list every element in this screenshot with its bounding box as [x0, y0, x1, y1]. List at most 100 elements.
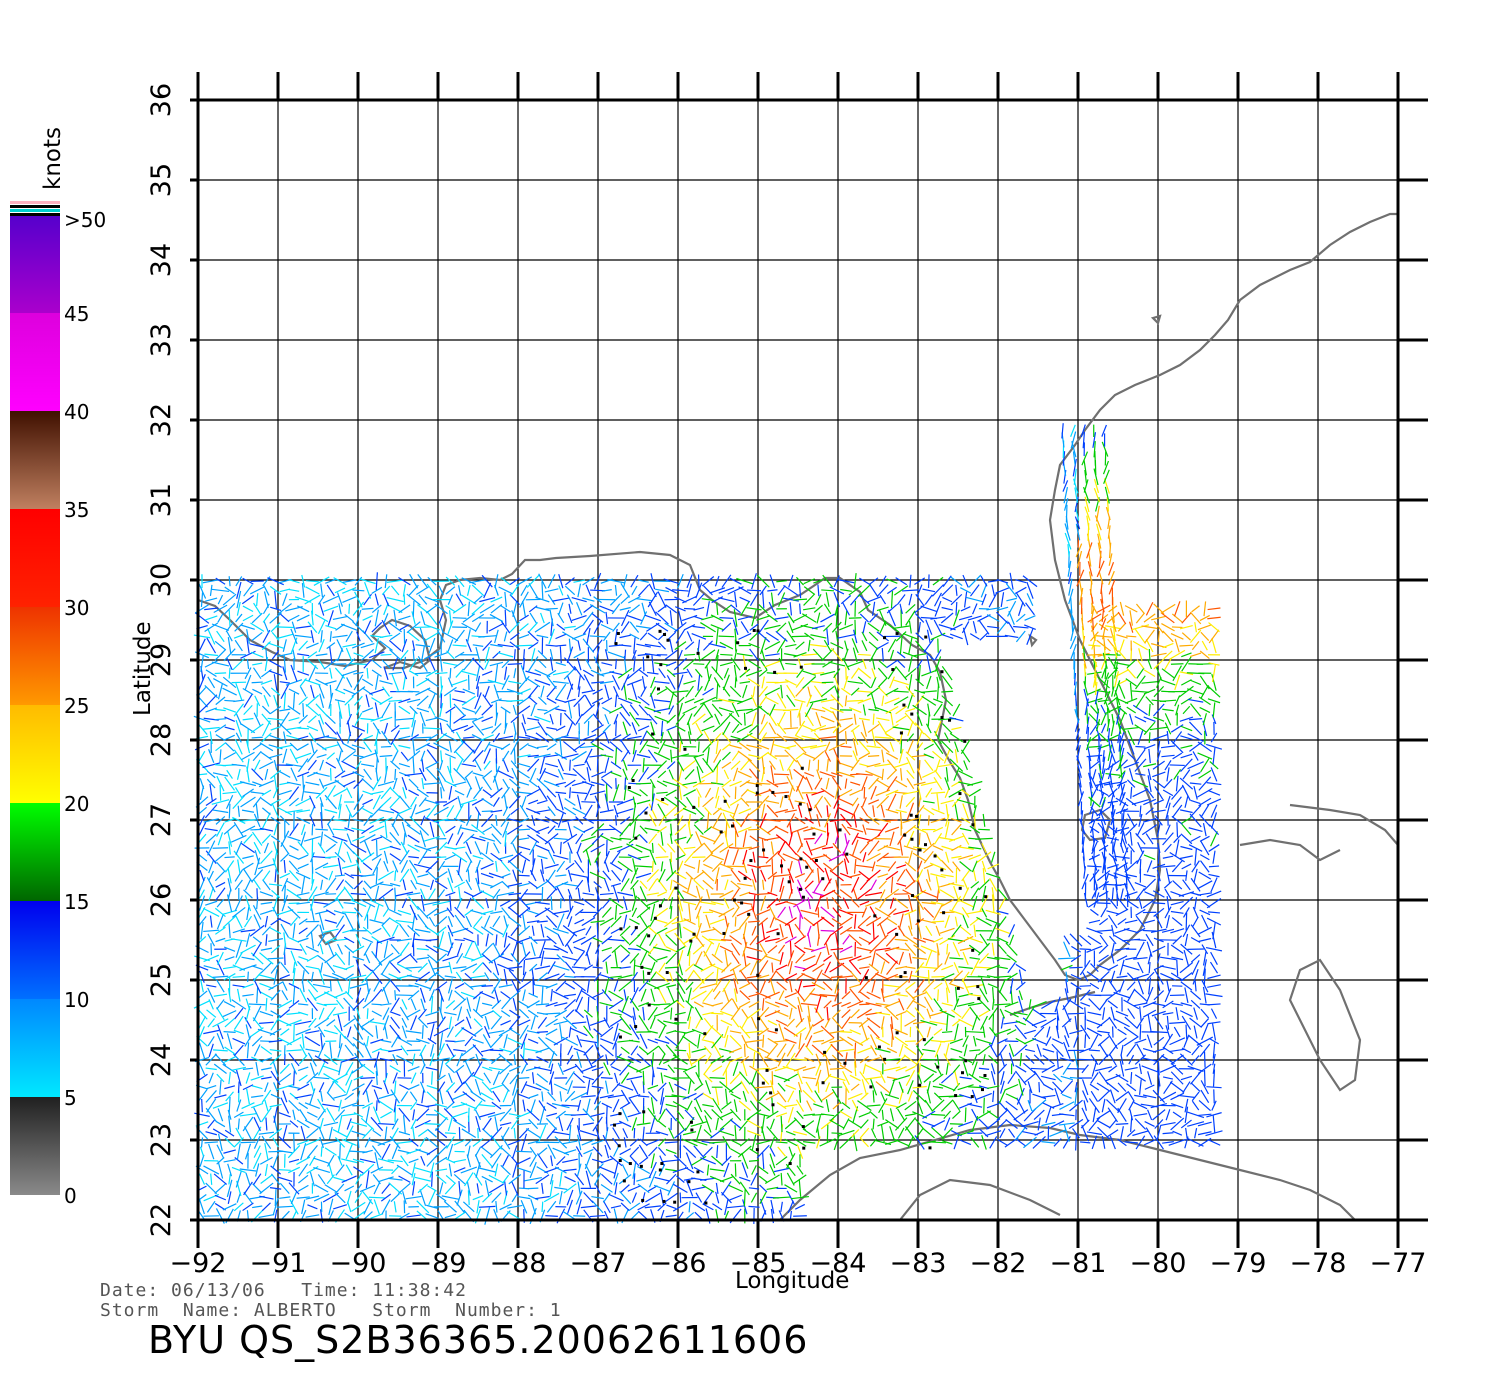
wind-barb	[636, 1122, 651, 1126]
wind-barb	[207, 1119, 216, 1129]
wind-barb	[1040, 1017, 1057, 1028]
wind-barb	[259, 1182, 274, 1195]
wind-barb	[556, 1156, 566, 1166]
wind-barb	[848, 853, 862, 861]
wind-barb	[335, 924, 345, 938]
wind-barb	[322, 780, 339, 788]
wind-barb	[1194, 897, 1198, 910]
wind-barb	[216, 1144, 225, 1159]
wind-barb	[685, 1152, 694, 1170]
wind-barb	[317, 1174, 326, 1185]
wind-barb	[829, 860, 844, 873]
wind-barb	[554, 1166, 567, 1174]
wind-barb	[231, 938, 247, 942]
wind-barb	[309, 1171, 315, 1187]
wind-barb	[268, 883, 283, 887]
wind-barb	[269, 927, 282, 935]
colorbar-band	[10, 1097, 60, 1195]
wind-barb	[441, 1195, 460, 1200]
wind-barb	[333, 1094, 347, 1099]
colorbar-label: 40	[64, 400, 89, 424]
wind-barb	[841, 1102, 851, 1110]
wind-barb	[870, 879, 877, 891]
wind-barb	[377, 936, 395, 944]
wind-barb	[819, 771, 836, 778]
wind-barb	[333, 1024, 347, 1040]
wind-barb	[223, 1159, 236, 1163]
wind-barb	[711, 1002, 724, 1007]
wind-barb	[775, 809, 789, 814]
wind-barb	[490, 910, 503, 914]
wind-barb	[1069, 966, 1083, 969]
wind-barb	[511, 767, 519, 781]
wind-barb	[602, 1200, 611, 1214]
wind-barb	[976, 1092, 992, 1100]
wind-barb	[913, 944, 927, 955]
wind-barb	[1042, 1048, 1055, 1053]
wind-barb	[1135, 1135, 1146, 1150]
wind-barb	[721, 874, 732, 877]
wind-barb	[1157, 1062, 1160, 1076]
wind-barb	[1116, 975, 1128, 979]
wind-barb	[752, 851, 756, 863]
wind-barb	[610, 1053, 622, 1066]
wind-barb	[630, 867, 639, 884]
wind-barb	[400, 1045, 409, 1056]
wind-barb	[853, 914, 857, 929]
wind-barb	[913, 781, 926, 786]
wind-barb	[227, 878, 232, 892]
wind-barb	[363, 942, 372, 956]
wind-barb	[858, 1018, 871, 1028]
wind-barb	[950, 818, 962, 823]
wind-barb	[731, 907, 740, 918]
wind-barb	[500, 991, 511, 1000]
wind-barb	[214, 1194, 227, 1201]
wind-barb	[509, 1028, 521, 1036]
wind-barb	[659, 1155, 665, 1167]
wind-barb	[1142, 1094, 1157, 1099]
wind-barb	[398, 762, 410, 768]
wind-barb	[482, 962, 492, 973]
wind-barb	[200, 922, 204, 940]
wind-barb	[227, 1191, 232, 1204]
wind-barb	[585, 848, 592, 866]
wind-barb	[605, 961, 609, 974]
wind-barb	[571, 966, 587, 969]
wind-barb	[420, 1155, 426, 1166]
wind-barb	[216, 1156, 225, 1165]
wind-barb	[417, 1183, 429, 1194]
wind-barb	[543, 957, 560, 960]
wind-barb	[572, 980, 587, 992]
wind-barb	[1108, 914, 1118, 929]
wind-barb	[208, 1043, 214, 1058]
wind-barb	[279, 1182, 290, 1194]
wind-barb	[411, 912, 416, 931]
wind-barb	[198, 876, 206, 893]
wind-barb	[454, 1064, 465, 1073]
wind-barb	[1129, 832, 1133, 846]
wind-barb	[1070, 973, 1082, 980]
wind-barb	[453, 1049, 467, 1052]
wind-barb	[1165, 802, 1171, 820]
wind-barb	[517, 845, 531, 851]
wind-barb	[728, 1081, 743, 1093]
wind-barb	[695, 885, 702, 903]
wind-barb	[780, 1172, 783, 1186]
wind-barb	[325, 761, 337, 769]
wind-barb	[979, 933, 989, 947]
wind-barb	[390, 980, 401, 992]
wind-barb	[1192, 906, 1199, 919]
wind-barb	[875, 1081, 891, 1094]
wind-barb	[1005, 1119, 1018, 1129]
wind-barb	[473, 1018, 483, 1028]
wind-barb	[217, 1108, 224, 1122]
wind-barb	[1152, 1048, 1165, 1053]
wind-barb	[502, 1155, 509, 1167]
wind-barb	[721, 939, 732, 941]
wind-barb	[519, 1054, 529, 1065]
wind-barb	[225, 860, 235, 873]
wind-barb	[610, 915, 622, 928]
wind-barb	[402, 1115, 406, 1133]
wind-barb	[374, 885, 380, 903]
wind-barb	[392, 777, 398, 790]
